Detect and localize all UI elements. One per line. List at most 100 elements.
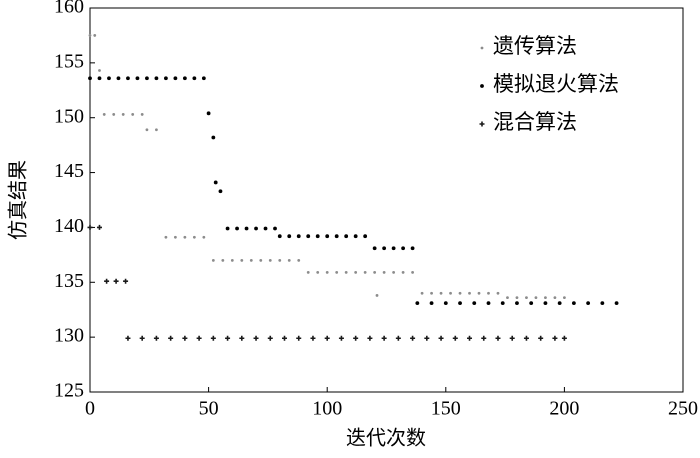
point (544, 296, 547, 300)
point (430, 291, 433, 295)
point (324, 335, 330, 341)
point (139, 335, 145, 341)
y-tick-label: 155 (54, 50, 84, 72)
legend-marker (479, 121, 485, 127)
point (325, 234, 330, 239)
legend-marker (480, 84, 484, 88)
point (273, 226, 277, 231)
x-tick-label: 250 (668, 398, 698, 420)
point (125, 335, 131, 341)
y-tick-label: 145 (54, 160, 84, 182)
point (287, 234, 292, 239)
point (107, 76, 111, 81)
point (201, 76, 206, 81)
point (88, 76, 92, 81)
point (297, 258, 301, 262)
y-tick-label: 160 (54, 0, 84, 18)
point (411, 271, 414, 274)
point (509, 335, 515, 341)
point (381, 335, 387, 341)
point (126, 76, 130, 81)
point (97, 76, 102, 81)
point (334, 234, 339, 239)
point (600, 301, 605, 306)
point (354, 271, 358, 274)
point (306, 234, 311, 239)
x-tick-label: 150 (431, 398, 461, 420)
point (164, 235, 168, 239)
point (344, 271, 348, 274)
point (113, 278, 119, 284)
point (344, 234, 349, 239)
point (372, 246, 377, 251)
point (325, 271, 329, 274)
series (87, 224, 567, 341)
x-tick-label: 200 (549, 398, 579, 420)
point (429, 301, 434, 306)
legend-marker (480, 46, 484, 50)
point (268, 258, 272, 262)
point (415, 301, 420, 306)
point (153, 335, 159, 341)
point (96, 224, 102, 230)
point (98, 69, 101, 72)
point (395, 335, 401, 341)
point (121, 113, 125, 116)
point (164, 76, 168, 81)
point (206, 111, 211, 116)
point (235, 226, 239, 231)
point (93, 34, 97, 37)
point (240, 258, 244, 262)
y-tick-label: 150 (54, 105, 84, 127)
point (353, 234, 358, 239)
point (173, 235, 177, 239)
x-tick-label: 50 (199, 398, 219, 420)
point (438, 335, 444, 341)
point (296, 335, 302, 341)
point (218, 189, 223, 194)
y-tick-label: 125 (54, 380, 84, 402)
point (221, 258, 225, 262)
point (259, 258, 263, 262)
point (458, 291, 462, 295)
point (420, 291, 424, 295)
point (102, 113, 106, 116)
point (410, 246, 415, 251)
point (472, 301, 477, 306)
point (452, 335, 458, 341)
y-axis-label: 仿真结果 (7, 160, 30, 240)
point (145, 128, 149, 132)
point (183, 235, 187, 239)
plot-frame (89, 7, 684, 393)
point (182, 76, 187, 81)
point (523, 335, 529, 341)
point (140, 113, 144, 116)
point (135, 76, 140, 81)
point (182, 335, 188, 341)
point (481, 335, 487, 341)
point (211, 258, 215, 262)
point (316, 271, 320, 274)
point (253, 335, 259, 341)
point (230, 258, 234, 262)
point (335, 271, 339, 274)
point (500, 301, 505, 306)
point (155, 128, 158, 132)
point (443, 301, 448, 306)
point (263, 226, 268, 231)
point (571, 301, 576, 306)
point (496, 291, 500, 295)
point (458, 301, 462, 306)
point (553, 296, 557, 300)
point (131, 113, 135, 116)
point (525, 296, 528, 300)
point (168, 335, 174, 341)
point (424, 335, 430, 341)
point (439, 291, 443, 295)
point (210, 335, 216, 341)
legend-label: 遗传算法 (493, 34, 577, 58)
point (586, 301, 591, 306)
point (88, 34, 92, 37)
point (382, 271, 386, 274)
